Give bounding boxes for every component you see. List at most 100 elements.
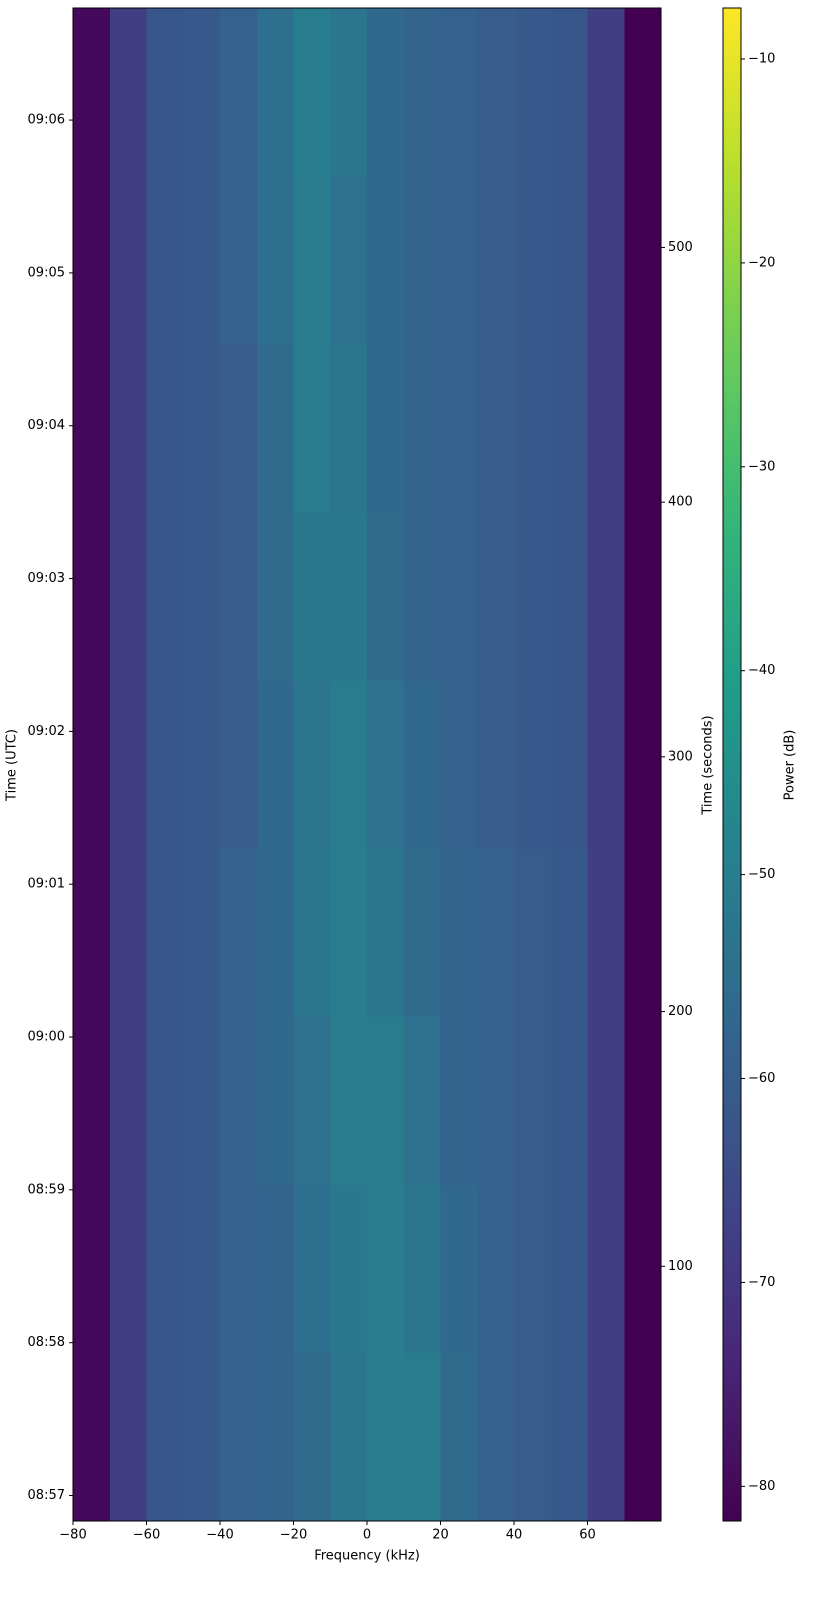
y-tick-label: 09:03: [28, 571, 65, 586]
heatmap-cell: [183, 344, 220, 513]
heatmap-cell: [367, 680, 404, 849]
heatmap-cell: [146, 176, 184, 345]
y-tick-label: 09:00: [28, 1030, 65, 1045]
heatmap-cell: [183, 1184, 220, 1353]
heatmap-cell: [477, 1352, 514, 1521]
x-tick-label: −60: [133, 1528, 160, 1543]
heatmap-cell: [330, 848, 367, 1017]
heatmap-cell: [183, 1352, 220, 1521]
heatmap-cell: [256, 1184, 294, 1353]
heatmap-cell: [514, 680, 551, 849]
y-tick-label: 09:06: [28, 113, 65, 128]
heatmap-cell: [73, 512, 110, 681]
y-tick-label: 08:57: [28, 1488, 65, 1503]
heatmap-cell: [624, 848, 661, 1017]
heatmap-cell: [514, 1352, 551, 1521]
heatmap-cell: [183, 848, 220, 1017]
heatmap-cell: [330, 8, 367, 177]
heatmap-cell: [477, 1184, 514, 1353]
heatmap-cell: [330, 1016, 367, 1185]
x-tick-label: −80: [59, 1528, 86, 1543]
heatmap-cell: [73, 344, 110, 513]
heatmap-cell: [220, 1352, 257, 1521]
heatmap-cell: [514, 1016, 551, 1185]
colorbar-tick-label: −50: [748, 867, 775, 882]
heatmap-cell: [256, 1352, 294, 1521]
heatmap-cell: [403, 8, 441, 177]
heatmap-cell: [183, 680, 220, 849]
heatmap-cell: [367, 512, 404, 681]
heatmap-cell: [256, 680, 294, 849]
heatmap-cell: [624, 176, 661, 345]
heatmap-cell: [403, 344, 441, 513]
heatmap-cell: [550, 1184, 588, 1353]
heatmap-cell: [146, 8, 184, 177]
heatmap-cell: [256, 848, 294, 1017]
colorbar-label: Power (dB): [783, 730, 798, 801]
heatmap-cell: [293, 848, 331, 1017]
heatmap-cell: [293, 1352, 331, 1521]
heatmap-cell: [550, 8, 588, 177]
heatmap-cell: [514, 8, 551, 177]
heatmap-cell: [293, 8, 331, 177]
heatmap-cell: [440, 176, 478, 345]
heatmap-cell: [293, 1184, 331, 1353]
x-tick-label: 0: [363, 1528, 371, 1543]
heatmap-cell: [440, 1184, 478, 1353]
heatmap-cell: [109, 1352, 147, 1521]
heatmap-cell: [146, 1184, 184, 1353]
heatmap-cell: [550, 176, 588, 345]
heatmap-cell: [367, 1184, 404, 1353]
heatmap-cell: [109, 1184, 147, 1353]
heatmap-cell: [624, 1352, 661, 1521]
heatmap-cell: [293, 1016, 331, 1185]
y-tick-label: 09:02: [28, 724, 65, 739]
heatmap-cell: [256, 512, 294, 681]
x-tick-label: 40: [506, 1528, 523, 1543]
heatmap-cell: [550, 344, 588, 513]
heatmap-cell: [73, 1352, 110, 1521]
heatmap-cell: [587, 680, 625, 849]
heatmap-cell: [220, 1184, 257, 1353]
y-tick-label: 09:01: [28, 877, 65, 892]
heatmap-cell: [183, 512, 220, 681]
heatmap-cell: [440, 848, 478, 1017]
heatmap-cell: [183, 8, 220, 177]
heatmap-cell: [403, 176, 441, 345]
heatmap-cell: [256, 1016, 294, 1185]
y2-tick-label: 300: [668, 749, 693, 764]
heatmap-cell: [73, 680, 110, 849]
heatmap-cell: [330, 344, 367, 513]
heatmap-cell: [220, 8, 257, 177]
y2-tick-label: 100: [668, 1259, 693, 1274]
heatmap-cell: [146, 344, 184, 513]
colorbar-tick-label: −80: [748, 1479, 775, 1494]
heatmap-cell: [440, 1352, 478, 1521]
y-tick-label: 08:59: [28, 1182, 65, 1197]
heatmap-cell: [477, 344, 514, 513]
heatmap-cell: [146, 680, 184, 849]
heatmap-cell: [367, 8, 404, 177]
heatmap-cell: [220, 512, 257, 681]
heatmap-cell: [624, 344, 661, 513]
y-tick-label: 09:04: [28, 418, 65, 433]
heatmap-cell: [330, 512, 367, 681]
heatmap-cell: [293, 344, 331, 513]
heatmap-cell: [293, 512, 331, 681]
heatmap-cell: [624, 1184, 661, 1353]
heatmap-cell: [403, 1016, 441, 1185]
colorbar-tick-label: −40: [748, 663, 775, 678]
heatmap-cell: [256, 344, 294, 513]
heatmap-cell: [256, 176, 294, 345]
heatmap-cell: [109, 344, 147, 513]
heatmap-cell: [183, 1016, 220, 1185]
heatmap-cell: [73, 176, 110, 345]
heatmap-cell: [403, 1184, 441, 1353]
heatmap-cell: [514, 1184, 551, 1353]
heatmap-cell: [587, 344, 625, 513]
heatmap-cell: [514, 848, 551, 1017]
heatmap-cell: [367, 1016, 404, 1185]
heatmap-cell: [220, 680, 257, 849]
y-tick-label: 09:05: [28, 265, 65, 280]
